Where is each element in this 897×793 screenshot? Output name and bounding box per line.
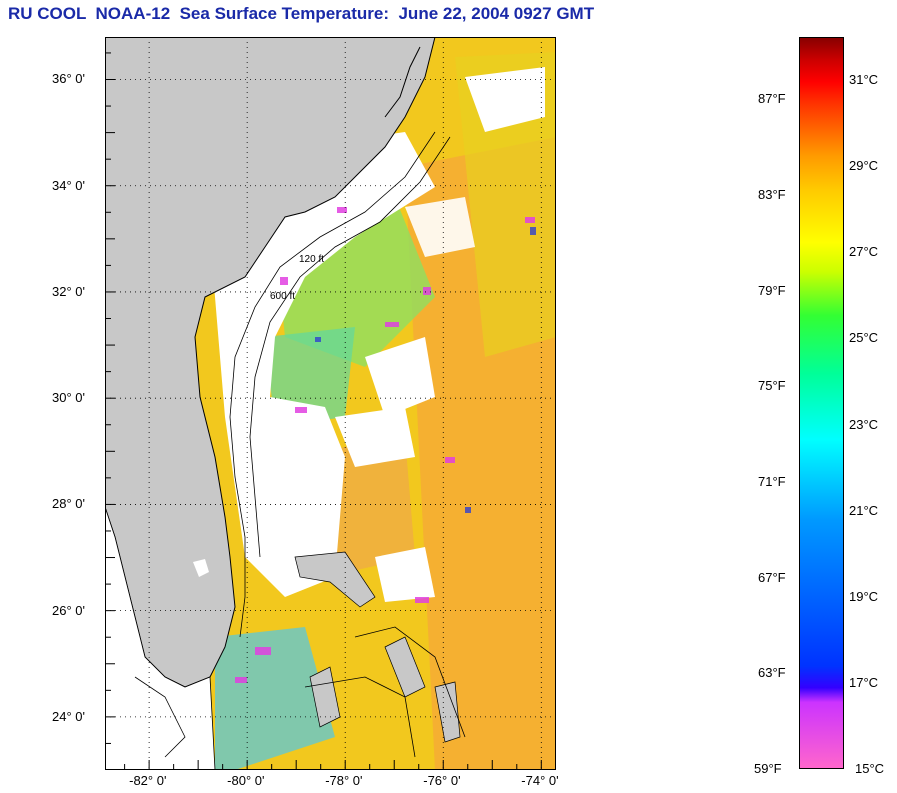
sst-map-svg: 120 ft 600 ft bbox=[105, 37, 556, 770]
colorbar-c-label: 31°C bbox=[849, 72, 879, 88]
graticule bbox=[105, 37, 556, 770]
latitude-label: 24° 0' bbox=[52, 708, 85, 724]
lake-okeechobee bbox=[193, 559, 209, 577]
colorbar-f-label: 75°F bbox=[758, 378, 786, 394]
cloud-edge-speckles bbox=[235, 207, 535, 683]
longitude-label: -82° 0' bbox=[129, 773, 167, 788]
latitude-label: 30° 0' bbox=[52, 390, 85, 406]
colorbar-f-label: 79°F bbox=[758, 282, 786, 298]
longitude-label: -76° 0' bbox=[423, 773, 461, 788]
colorbar-f-label: 83°F bbox=[758, 186, 786, 202]
sst-map[interactable]: 120 ft 600 ft bbox=[105, 37, 556, 770]
cloud-mask bbox=[210, 132, 435, 597]
colorbar-f-label: 87°F bbox=[758, 91, 786, 107]
bahamas-islands bbox=[294, 551, 461, 743]
colorbar-f-label: 67°F bbox=[758, 569, 786, 585]
colorbar-c-label: 19°C bbox=[849, 588, 879, 604]
colorbar-c-label: 25°C bbox=[849, 330, 879, 346]
isobath-label-600: 600 ft bbox=[270, 291, 295, 302]
colorbar-f-label: 59°F bbox=[754, 761, 782, 776]
longitude-label: -80° 0' bbox=[227, 773, 265, 788]
latitude-label: 28° 0' bbox=[52, 496, 85, 512]
isobath-label-120: 120 ft bbox=[299, 254, 324, 265]
colorbar-c-label: 27°C bbox=[849, 244, 879, 260]
longitude-label: -78° 0' bbox=[325, 773, 363, 788]
map-frame bbox=[105, 37, 556, 770]
latitude-label: 32° 0' bbox=[52, 283, 85, 299]
colorbar-c-label: 23°C bbox=[849, 416, 879, 432]
axis-ticks bbox=[105, 52, 542, 770]
latitude-label: 26° 0' bbox=[52, 602, 85, 618]
colorbar-c-label: 29°C bbox=[849, 158, 879, 174]
map-title: RU COOL NOAA-12 Sea Surface Temperature:… bbox=[8, 4, 595, 23]
colorbar-c-label: 21°C bbox=[849, 502, 879, 518]
colorbar-c-label: 15°C bbox=[855, 761, 885, 776]
colorbar-c-label: 17°C bbox=[849, 674, 879, 690]
latitude-label: 34° 0' bbox=[52, 177, 85, 193]
longitude-label: -74° 0' bbox=[521, 773, 559, 788]
gulf-of-mexico bbox=[105, 506, 216, 770]
latitude-label: 36° 0' bbox=[52, 71, 85, 87]
colorbar-f-label: 71°F bbox=[758, 473, 786, 489]
temperature-colorbar bbox=[799, 37, 844, 769]
colorbar-f-label: 63°F bbox=[758, 665, 786, 681]
